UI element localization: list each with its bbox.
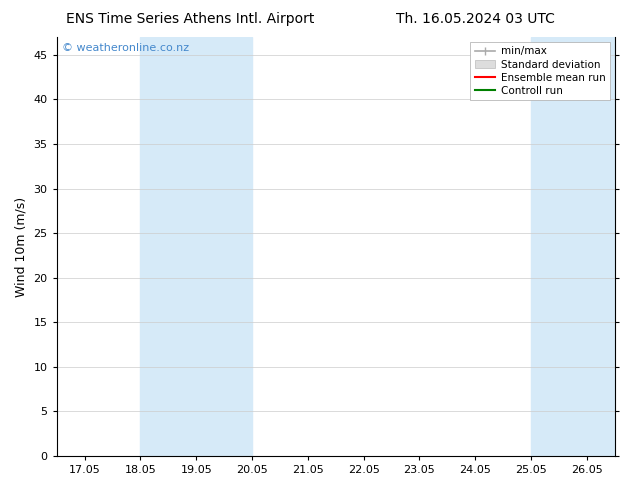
Text: ENS Time Series Athens Intl. Airport: ENS Time Series Athens Intl. Airport: [66, 12, 314, 26]
Text: © weatheronline.co.nz: © weatheronline.co.nz: [62, 43, 190, 53]
Text: Th. 16.05.2024 03 UTC: Th. 16.05.2024 03 UTC: [396, 12, 555, 26]
Bar: [531, 37, 615, 456]
Legend: min/max, Standard deviation, Ensemble mean run, Controll run: min/max, Standard deviation, Ensemble me…: [470, 42, 610, 100]
Y-axis label: Wind 10m (m/s): Wind 10m (m/s): [15, 196, 28, 296]
Bar: [140, 37, 252, 456]
